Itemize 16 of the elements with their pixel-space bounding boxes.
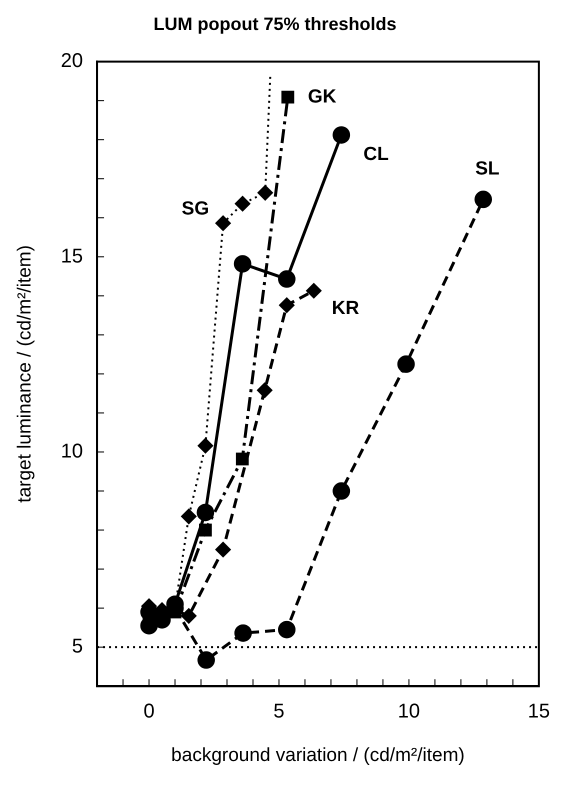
x-tick-label: 5: [273, 700, 285, 723]
y-tick-label: 10: [60, 440, 84, 462]
series-label: GK: [308, 86, 337, 108]
x-tick-label: 0: [143, 700, 155, 723]
chart-title: LUM popout 75% thresholds: [154, 14, 396, 34]
y-tick-label: 5: [72, 636, 84, 658]
series-label: SL: [475, 158, 500, 180]
y-tick-label: 15: [60, 245, 84, 268]
series-label: KR: [332, 298, 360, 319]
series-label: CL: [363, 144, 390, 166]
y-axis-title: target luminance / (cd/m²/item): [14, 245, 36, 503]
series-label: SG: [182, 198, 210, 220]
x-axis-title: background variation / (cd/m²/item): [171, 744, 465, 766]
x-tick-label: 15: [528, 700, 550, 723]
x-tick-label: 10: [398, 700, 420, 723]
y-tick-label: 20: [60, 50, 84, 72]
